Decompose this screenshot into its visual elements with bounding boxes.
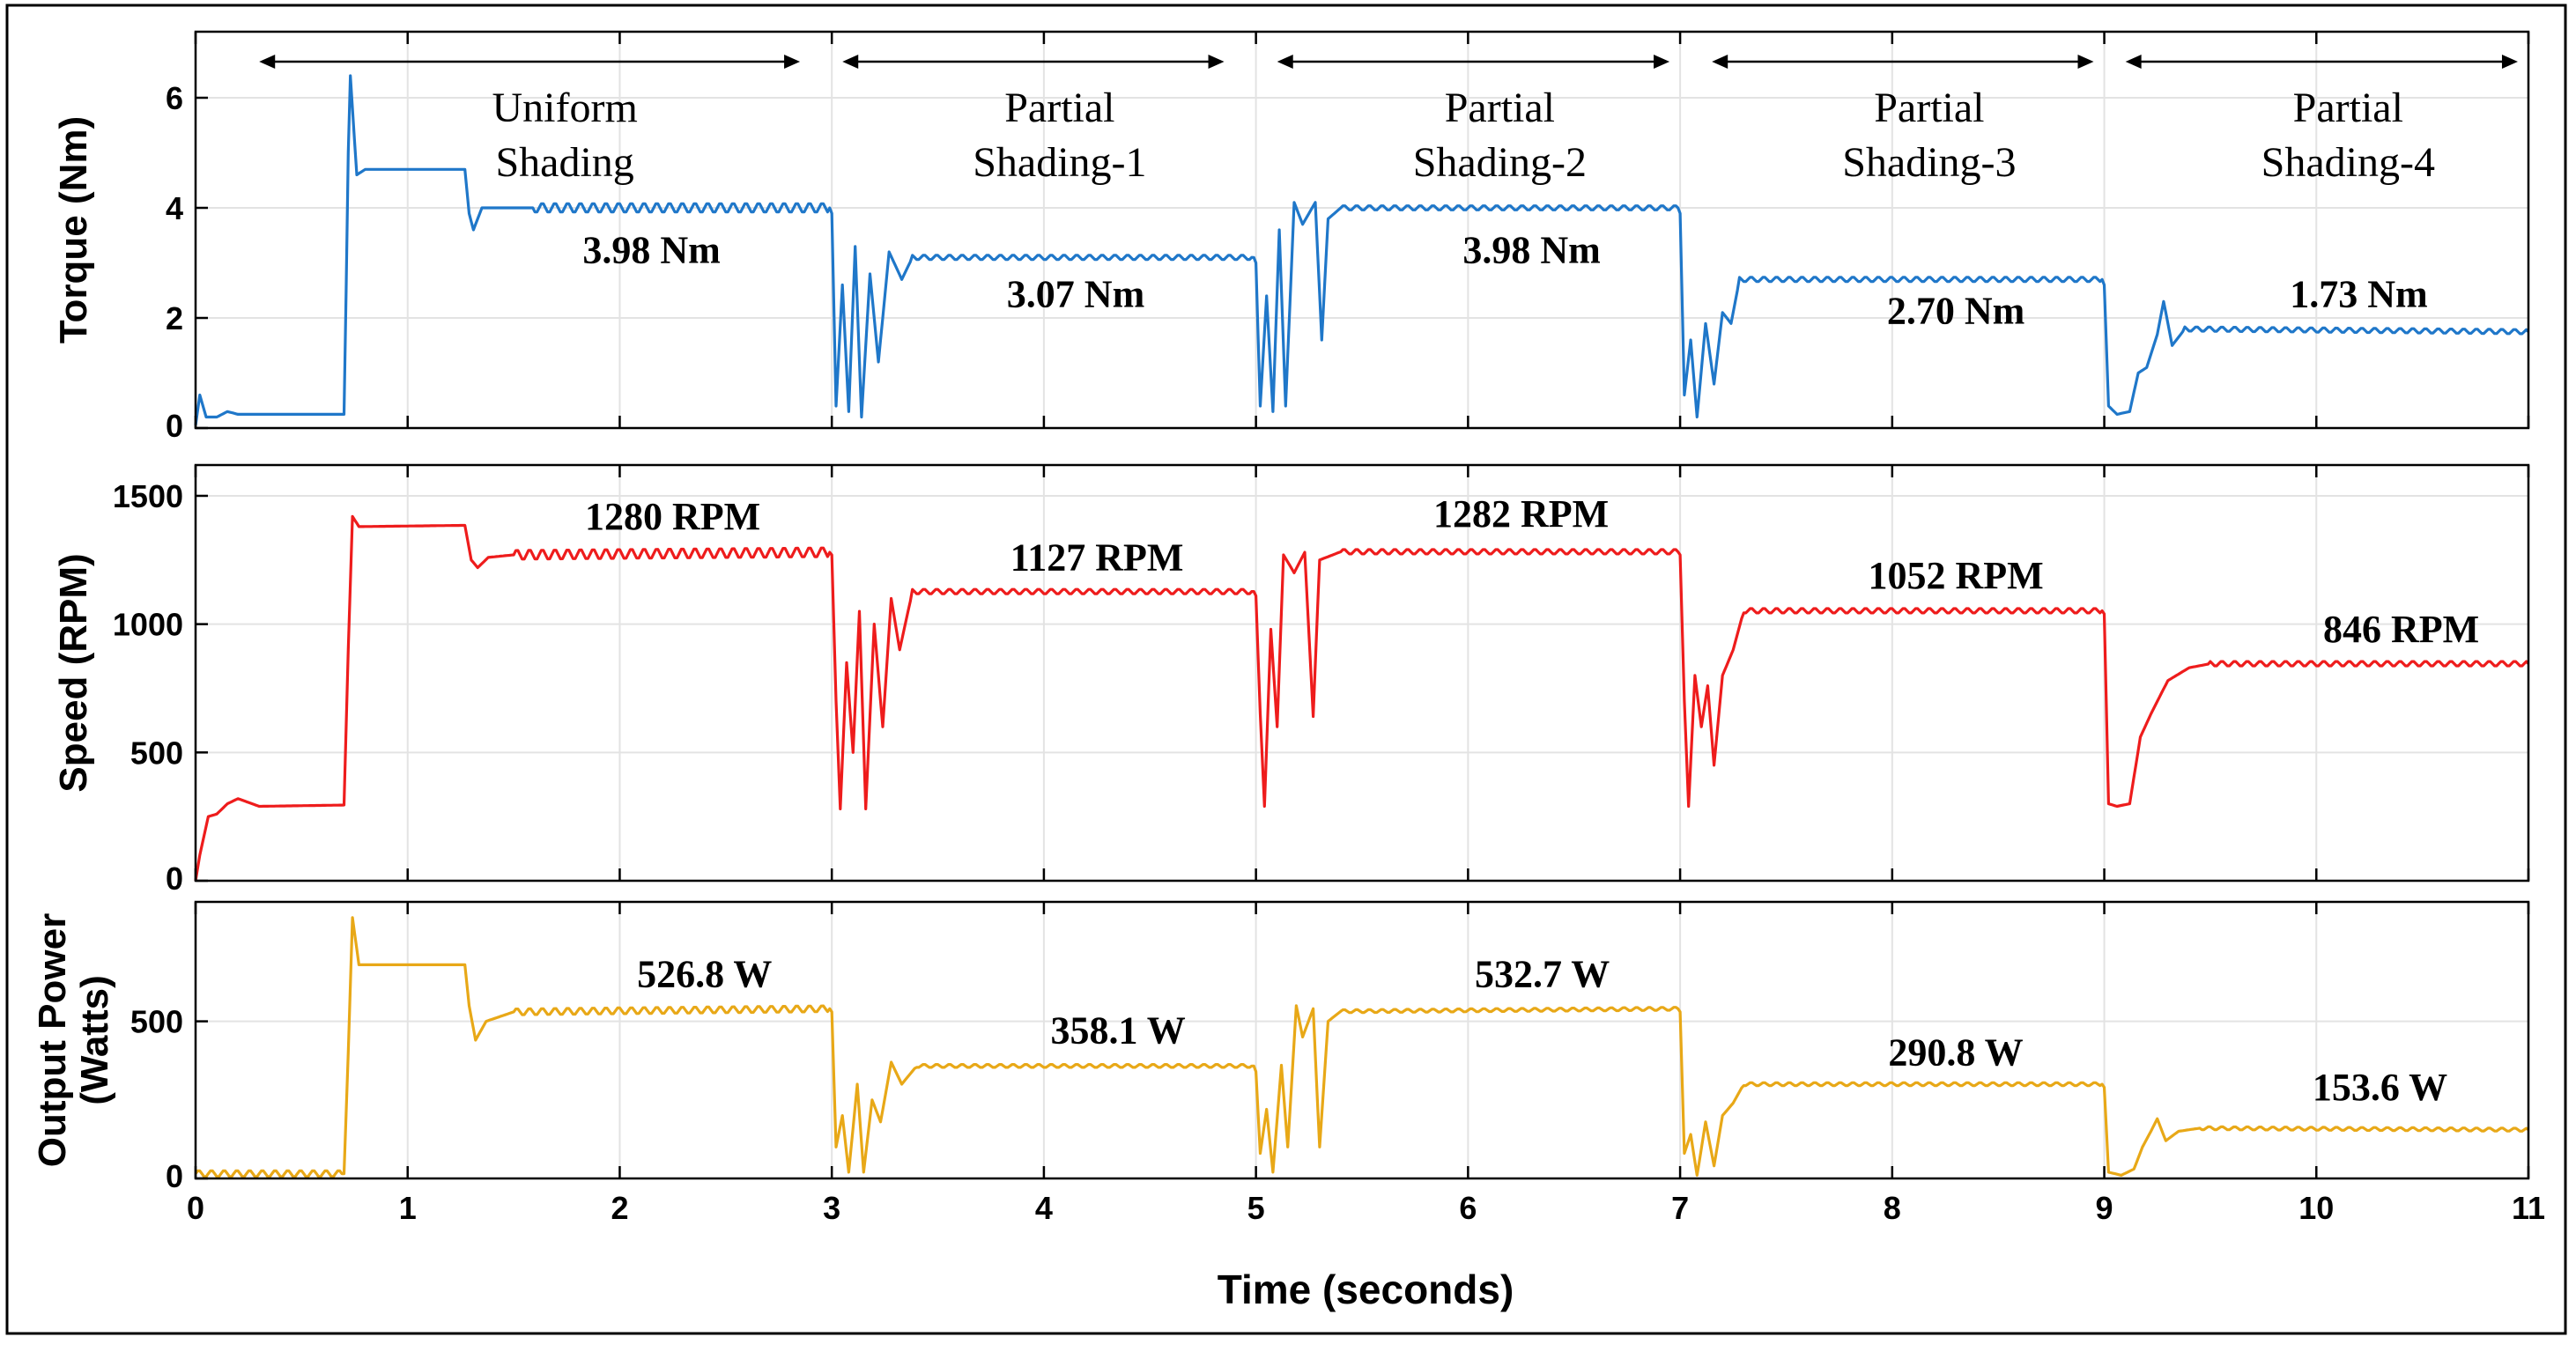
- y-axis-label-speed: Speed (RPM): [52, 553, 95, 792]
- y-tick-label-torque-3: 6: [166, 80, 183, 116]
- y-axis-label-power: Output Power(Watts): [31, 913, 116, 1167]
- zone-1: Partial Shading-1: [842, 55, 1225, 186]
- axes-box-torque: [194, 30, 2530, 430]
- annotation-power-3: 290.8 W: [1888, 1031, 2023, 1075]
- annotation-speed-4: 846 RPM: [2323, 608, 2479, 651]
- annotation-torque-3: 2.70 Nm: [1887, 289, 2025, 332]
- annotation-torque-2: 3.98 Nm: [1462, 229, 1600, 272]
- y-axis-label-torque: Torque (Nm): [52, 116, 95, 343]
- annotation-speed-3: 1052 RPM: [1868, 554, 2043, 597]
- x-tick-label-4: 4: [1035, 1190, 1053, 1226]
- y-tick-label-power-1: 500: [130, 1004, 183, 1040]
- annotation-power-4: 153.6 W: [2313, 1066, 2447, 1109]
- axes-box-speed: [194, 463, 2530, 883]
- zone-4: Partial Shading-4: [2125, 55, 2518, 186]
- annotation-speed-1: 1127 RPM: [1010, 535, 1184, 579]
- zone-label-line1-3: Partial: [1874, 85, 1984, 131]
- zone-0: Uniform Shading: [259, 55, 801, 186]
- x-tick-label-3: 3: [823, 1190, 840, 1226]
- y-tick-label-power-0: 0: [166, 1158, 183, 1194]
- zone-label-line2-3: Shading-3: [1842, 139, 2016, 186]
- zone-arrow-head-left-3: [1712, 55, 1728, 69]
- zone-label-line2-2: Shading-2: [1413, 139, 1587, 186]
- y-axis-label-line-torque-0: Torque (Nm): [52, 116, 95, 343]
- zone-arrow-head-right-1: [1208, 55, 1225, 69]
- annotation-torque-1: 3.07 Nm: [1007, 273, 1144, 316]
- annotation-torque-4: 1.73 Nm: [2290, 273, 2427, 316]
- annotation-power-2: 532.7 W: [1475, 952, 1610, 995]
- series-line-power: [194, 916, 2529, 1178]
- zone-label-line2-1: Shading-1: [973, 139, 1146, 186]
- annotation-speed-2: 1282 RPM: [1433, 492, 1609, 535]
- zone-label-line2-0: Shading: [495, 139, 633, 186]
- zone-arrow-head-right-2: [1654, 55, 1670, 69]
- y-tick-label-speed-1: 500: [130, 735, 183, 771]
- y-tick-label-torque-0: 0: [166, 408, 183, 444]
- zone-arrow-head-left-2: [1277, 55, 1293, 69]
- zone-arrow-head-right-4: [2501, 55, 2518, 69]
- x-tick-label-8: 8: [1884, 1190, 1901, 1226]
- panel-power: 0 500 Output Power(Watts) 526.8 W 358.1 W 532…: [31, 900, 2530, 1194]
- zone-2: Partial Shading-2: [1277, 55, 1670, 186]
- zone-arrow-head-left-0: [259, 55, 276, 69]
- annotation-power-0: 526.8 W: [637, 952, 772, 995]
- panel-torque: 0 2 4 6 Torque (Nm) 3.98 Nm 3.07 Nm 3.98 Nm 2.70…: [52, 30, 2530, 444]
- plot-area: 0 2 4 6 Torque (Nm) 3.98 Nm 3.07 Nm 3.98 Nm 2.70…: [31, 30, 2545, 1226]
- x-tick-label-0: 0: [187, 1190, 204, 1226]
- x-tick-label-5: 5: [1247, 1190, 1265, 1226]
- zone-arrow-head-right-0: [784, 55, 801, 69]
- x-tick-label-7: 7: [1671, 1190, 1689, 1226]
- zone-label-line1-4: Partial: [2293, 85, 2403, 131]
- zone-label-line1-0: Uniform: [492, 85, 637, 131]
- zone-3: Partial Shading-3: [1712, 55, 2094, 186]
- x-axis-label: Time (seconds): [1218, 1267, 1514, 1312]
- zone-label-line1-2: Partial: [1445, 85, 1555, 131]
- y-tick-label-speed-2: 1000: [113, 607, 183, 643]
- x-tick-label-2: 2: [611, 1190, 628, 1226]
- x-tick-label-1: 1: [399, 1190, 417, 1226]
- annotation-torque-0: 3.98 Nm: [582, 229, 720, 272]
- annotation-speed-0: 1280 RPM: [585, 495, 760, 538]
- series-line-torque: [194, 74, 2530, 426]
- zone-label-line2-4: Shading-4: [2261, 139, 2435, 186]
- zone-arrow-head-left-4: [2125, 55, 2142, 69]
- series-line-speed: [194, 514, 2530, 882]
- x-tick-label-9: 9: [2096, 1190, 2113, 1226]
- y-tick-label-torque-1: 2: [166, 300, 183, 336]
- x-tick-label-11: 11: [2512, 1190, 2545, 1226]
- panel-speed: 0 500 1000 1500 Speed (RPM) 1280 RPM 1127 RPM 1…: [52, 463, 2530, 897]
- x-tick-label-10: 10: [2298, 1190, 2334, 1226]
- zone-label-line1-1: Partial: [1004, 85, 1114, 131]
- annotation-power-1: 358.1 W: [1051, 1009, 1186, 1052]
- y-tick-label-speed-3: 1500: [113, 478, 183, 514]
- x-tick-label-6: 6: [1459, 1190, 1477, 1226]
- zone-arrow-head-right-3: [2077, 55, 2094, 69]
- y-axis-label-line-power-0: Output Power: [31, 913, 74, 1167]
- y-tick-label-speed-0: 0: [166, 860, 183, 897]
- zone-arrow-head-left-1: [842, 55, 859, 69]
- y-tick-label-torque-2: 4: [166, 190, 183, 226]
- y-axis-label-line-speed-0: Speed (RPM): [52, 553, 95, 792]
- axes-box-power: [194, 900, 2530, 1180]
- y-axis-label-line-power-1: (Watts): [73, 975, 116, 1104]
